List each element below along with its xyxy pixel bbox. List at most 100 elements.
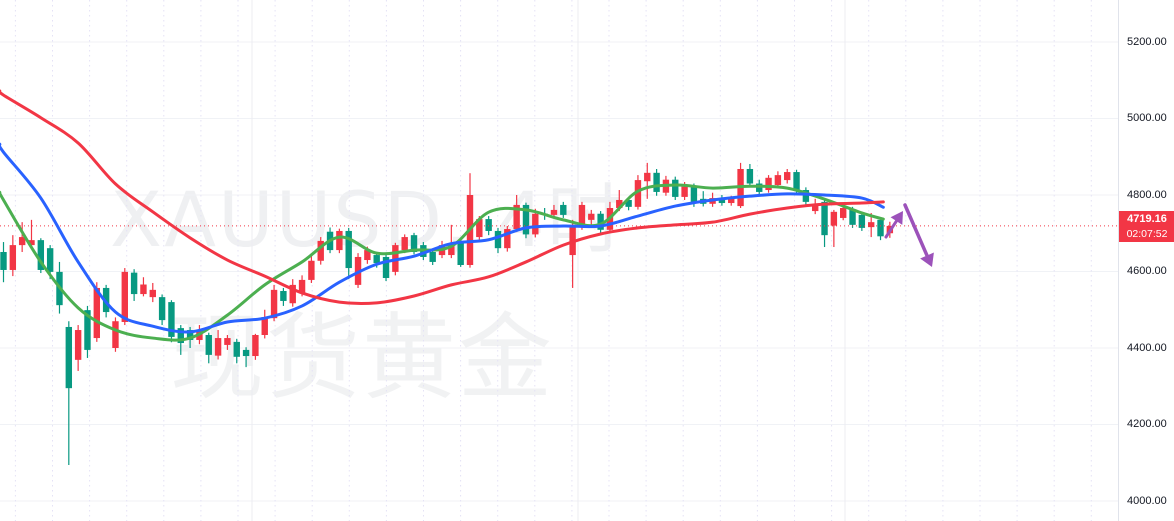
candle[interactable] (28, 240, 35, 246)
candle[interactable] (756, 183, 763, 192)
candle[interactable] (37, 240, 45, 270)
candle[interactable] (177, 328, 184, 344)
candle[interactable] (485, 219, 492, 231)
candle[interactable] (102, 287, 110, 313)
candle[interactable] (224, 338, 231, 345)
candle[interactable] (597, 213, 604, 230)
candle[interactable] (382, 256, 390, 279)
trend-arrow-up[interactable] (884, 219, 898, 239)
candle[interactable] (364, 250, 371, 261)
candle[interactable] (765, 177, 772, 191)
candle[interactable] (448, 243, 455, 256)
candle[interactable] (849, 209, 856, 225)
trend-arrow-down[interactable] (903, 203, 929, 258)
candle[interactable] (532, 213, 539, 235)
candle[interactable] (186, 330, 194, 340)
candle[interactable] (457, 243, 464, 265)
candle[interactable] (840, 208, 847, 218)
candle[interactable] (345, 230, 352, 269)
candle[interactable] (476, 219, 483, 238)
candle[interactable] (112, 321, 119, 348)
candle[interactable] (74, 330, 82, 360)
candle[interactable] (653, 172, 660, 192)
candle[interactable] (560, 204, 567, 215)
candle[interactable] (774, 175, 782, 186)
candle[interactable] (84, 310, 91, 350)
countdown-timer: 02:07:52 (1126, 228, 1168, 240)
price-axis-label: 4000.00 (1127, 494, 1167, 507)
candle[interactable] (261, 317, 268, 335)
candle[interactable] (308, 260, 315, 280)
candle[interactable] (298, 279, 306, 293)
candle[interactable] (289, 284, 296, 304)
candle[interactable] (784, 172, 791, 181)
ma-line-red[interactable] (0, 89, 885, 306)
candle[interactable] (634, 180, 642, 207)
candle[interactable] (214, 338, 222, 356)
candle[interactable] (830, 211, 838, 226)
candle[interactable] (858, 214, 866, 228)
trend-arrow-down-head[interactable] (920, 252, 934, 267)
candle[interactable] (821, 201, 828, 236)
candle[interactable] (718, 198, 726, 204)
candle[interactable] (793, 172, 800, 191)
candle[interactable] (616, 199, 623, 209)
candle[interactable] (233, 341, 240, 357)
candle[interactable] (625, 199, 632, 207)
price-axis-label: 4400.00 (1127, 341, 1167, 354)
candle[interactable] (728, 198, 735, 204)
price-axis-label: 5200.00 (1127, 35, 1167, 48)
chart-pane[interactable]: XAUUSD, 4时 现货黄金 (0, 0, 1118, 521)
candle[interactable] (522, 204, 530, 235)
candle[interactable] (867, 222, 875, 228)
last-price-value: 4719.16 (1127, 213, 1167, 225)
candle[interactable] (644, 172, 651, 182)
candle[interactable] (410, 235, 418, 252)
price-axis[interactable]: 5200.00 5000.00 4800.00 4600.00 4400.00 4200.… (1118, 0, 1174, 521)
candle[interactable] (205, 334, 212, 355)
candle[interactable] (317, 240, 324, 261)
candle[interactable] (877, 219, 884, 237)
ma-line-green[interactable] (0, 183, 885, 342)
candle[interactable] (513, 204, 520, 230)
candle[interactable] (130, 272, 138, 295)
candle[interactable] (270, 289, 278, 319)
candle[interactable] (690, 186, 698, 202)
candle[interactable] (494, 230, 502, 249)
trend-arrow-up-head[interactable] (890, 211, 903, 225)
candle[interactable] (429, 251, 436, 262)
candle[interactable] (812, 204, 819, 212)
price-axis-label: 5000.00 (1127, 112, 1167, 124)
candle[interactable] (504, 229, 511, 249)
candle[interactable] (0, 251, 7, 270)
candle[interactable] (550, 209, 558, 215)
candle[interactable] (401, 237, 408, 251)
candle[interactable] (578, 204, 586, 225)
candle[interactable] (802, 190, 810, 202)
candle[interactable] (121, 271, 128, 322)
candle[interactable] (746, 168, 754, 184)
candle[interactable] (672, 179, 679, 197)
candle[interactable] (373, 255, 380, 264)
candle[interactable] (569, 224, 576, 256)
candle[interactable] (681, 186, 688, 197)
candle[interactable] (280, 291, 287, 301)
price-axis-label: 4600.00 (1127, 265, 1167, 277)
candlestick-chart[interactable] (0, 0, 1118, 521)
candle[interactable] (158, 297, 166, 321)
candle[interactable] (336, 230, 343, 251)
price-axis-label: 4800.00 (1127, 188, 1167, 201)
candle[interactable] (46, 248, 54, 272)
candle[interactable] (93, 287, 100, 339)
candle[interactable] (9, 245, 17, 270)
candle[interactable] (18, 237, 26, 246)
candle[interactable] (65, 326, 73, 389)
candle[interactable] (588, 213, 595, 220)
candle[interactable] (252, 334, 259, 357)
candle[interactable] (242, 349, 250, 357)
ma-line-blue[interactable] (0, 142, 885, 334)
candle[interactable] (168, 302, 175, 337)
candle[interactable] (140, 284, 147, 295)
candle[interactable] (149, 289, 156, 298)
